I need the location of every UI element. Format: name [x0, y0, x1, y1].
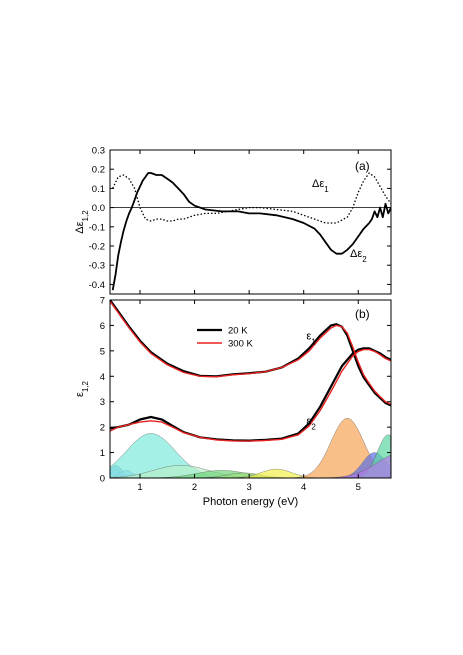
series-label-delta-eps2: Δε2 — [350, 248, 367, 264]
y-tick-label-a: -0.2 — [89, 242, 105, 253]
y-tick-label-b: 3 — [100, 397, 105, 408]
x-tick-label-b: 2 — [192, 482, 197, 493]
x-tick-label-b: 5 — [356, 482, 361, 493]
y-tick-label-b: 5 — [100, 346, 105, 357]
oscillator-band — [110, 454, 391, 478]
x-tick-label-b: 4 — [301, 482, 306, 493]
delta-eps1-line — [112, 172, 391, 224]
series-label-delta-eps1: Δε1 — [312, 178, 329, 194]
y-tick-label-a: -0.4 — [89, 280, 105, 291]
delta-eps2-line — [111, 172, 391, 291]
y-tick-label-b: 1 — [100, 448, 105, 459]
line-20k-eps1 — [110, 300, 391, 407]
plot-area-b — [110, 300, 391, 478]
panel-label-b: (b) — [355, 307, 370, 321]
y-axis-label-b: ε1,2 — [74, 380, 90, 397]
curve-label: ε2 — [306, 416, 316, 432]
frame-a — [109, 149, 392, 295]
oscillator-band — [110, 418, 391, 478]
frame-b — [109, 299, 392, 479]
legend-label: 300 K — [228, 339, 253, 350]
x-tick-label-b: 1 — [137, 482, 142, 493]
y-tick-label-a: -0.3 — [89, 261, 105, 272]
panel-a: 0.3 0.2 0.1 0.0 -0.1 -0.2 -0.3 -0.4 (a) Δε1,2 Δε1 Δ… — [74, 146, 392, 295]
oscillator-band — [110, 468, 391, 478]
y-tick-label-b: 4 — [100, 372, 105, 383]
y-tick-label-b: 2 — [100, 423, 105, 434]
y-tick-label-a: 0.0 — [92, 203, 105, 214]
panel-b: 0 1 2 3 4 5 6 7 1 2 3 4 5 Photon energy (eV) ε1,2 (b) 20… — [74, 296, 392, 508]
panel-label-a: (a) — [355, 159, 370, 173]
x-tick-label-b: 3 — [246, 482, 251, 493]
legend: 20 K 300 K — [197, 326, 253, 350]
oscillator-band — [110, 472, 391, 478]
y-tick-label-b: 0 — [100, 474, 105, 485]
legend-label: 20 K — [228, 326, 248, 337]
curve-label: ε1 — [306, 330, 316, 346]
y-tick-label-b: 6 — [100, 321, 105, 332]
line-300k-eps2 — [110, 348, 391, 442]
y-tick-label-a: 0.2 — [92, 165, 105, 176]
y-tick-label-a: 0.1 — [92, 184, 105, 195]
line-300k-eps1 — [110, 300, 391, 405]
y-tick-label-a: 0.3 — [92, 146, 105, 157]
y-axis-label-a: Δε1,2 — [74, 210, 90, 234]
x-axis-label: Photon energy (eV) — [203, 496, 298, 508]
plot-area-a — [110, 172, 391, 291]
y-tick-label-a: -0.1 — [89, 222, 105, 233]
y-tick-label-b: 7 — [100, 296, 105, 307]
